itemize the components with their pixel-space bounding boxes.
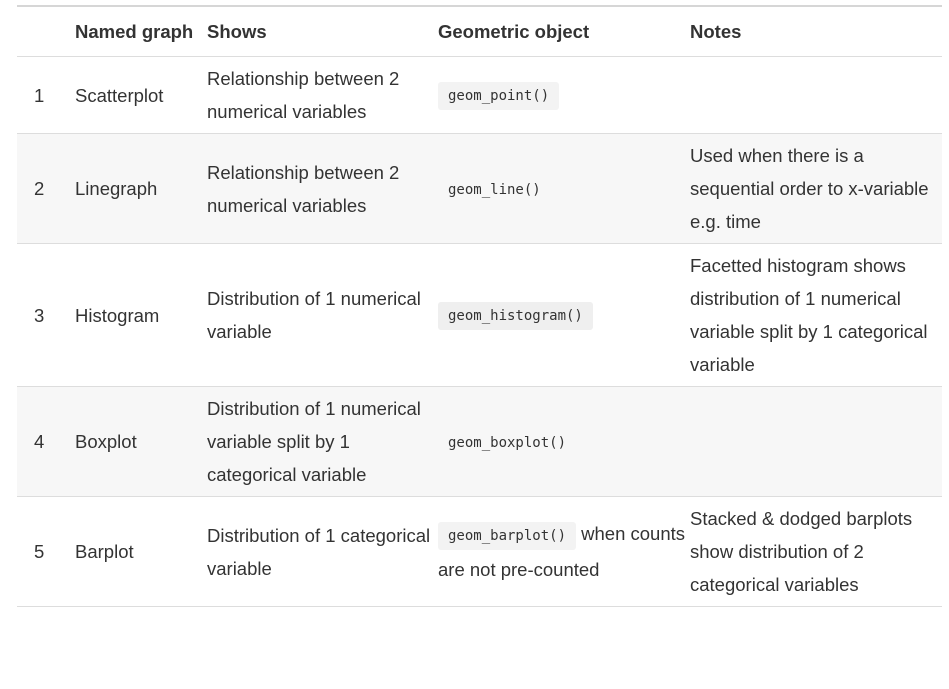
row-notes: Used when there is a sequential order to…: [690, 145, 929, 232]
row-number: 1: [34, 84, 45, 106]
row-named-graph: Boxplot: [75, 431, 137, 452]
row-shows: Relationship between 2 numerical variabl…: [207, 68, 400, 122]
geom-code: geom_boxplot(): [448, 434, 567, 451]
row-shows: Distribution of 1 numerical variable: [207, 288, 421, 342]
row-named-graph: Linegraph: [75, 178, 158, 199]
row-geometric-object: geom_point(): [438, 57, 690, 134]
table-row: 5 Barplot Distribution of 1 categorical …: [17, 497, 942, 607]
table-header: Named graph Shows Geometric object Notes: [17, 6, 942, 57]
graph-types-table-container: Named graph Shows Geometric object Notes…: [17, 5, 942, 607]
header-number: [17, 6, 75, 57]
row-named-graph: Histogram: [75, 304, 160, 326]
row-geometric-object: geom_boxplot(): [438, 387, 690, 497]
table-row: 1 Scatterplot Relationship between 2 num…: [17, 57, 942, 134]
row-geometric-object: geom_line(): [438, 134, 690, 244]
row-notes: Facetted histogram shows distribution of…: [690, 255, 928, 375]
row-number: 4: [34, 431, 45, 452]
table-row: 2 Linegraph Relationship between 2 numer…: [17, 133, 942, 244]
row-geometric-object: geom_histogram(): [438, 244, 690, 387]
table-row: 3 Histogram Distribution of 1 numerical …: [17, 244, 942, 387]
row-named-graph: Barplot: [75, 541, 134, 562]
row-number: 5: [34, 541, 45, 562]
header-named-graph: Named graph: [75, 21, 194, 42]
row-notes: [690, 57, 942, 134]
geom-code: geom_histogram(): [438, 302, 593, 330]
geom-code: geom_point(): [438, 82, 560, 110]
header-row: Named graph Shows Geometric object Notes: [17, 6, 942, 57]
graph-types-table: Named graph Shows Geometric object Notes…: [17, 5, 942, 607]
row-notes: Stacked & dodged barplots show distribut…: [690, 508, 913, 595]
row-number: 2: [34, 178, 45, 199]
header-notes: Notes: [690, 21, 742, 42]
header-shows: Shows: [207, 21, 267, 42]
row-shows: Distribution of 1 categorical variable: [207, 524, 431, 579]
geom-suffix: when counts are not pre-counted: [438, 523, 686, 580]
row-shows: Relationship between 2 numerical variabl…: [207, 161, 400, 216]
row-geometric-object: geom_barplot() when counts are not pre-c…: [438, 497, 690, 607]
table-row: 4 Boxplot Distribution of 1 numerical va…: [17, 386, 942, 497]
geom-code: geom_barplot(): [438, 522, 577, 550]
geom-code: geom_line(): [448, 181, 541, 198]
header-geometric-object: Geometric object: [438, 21, 590, 42]
row-notes: [690, 387, 942, 497]
table-body: 1 Scatterplot Relationship between 2 num…: [17, 57, 942, 607]
row-number: 3: [34, 304, 45, 326]
row-named-graph: Scatterplot: [75, 84, 164, 106]
row-shows: Distribution of 1 numerical variable spl…: [207, 398, 421, 485]
